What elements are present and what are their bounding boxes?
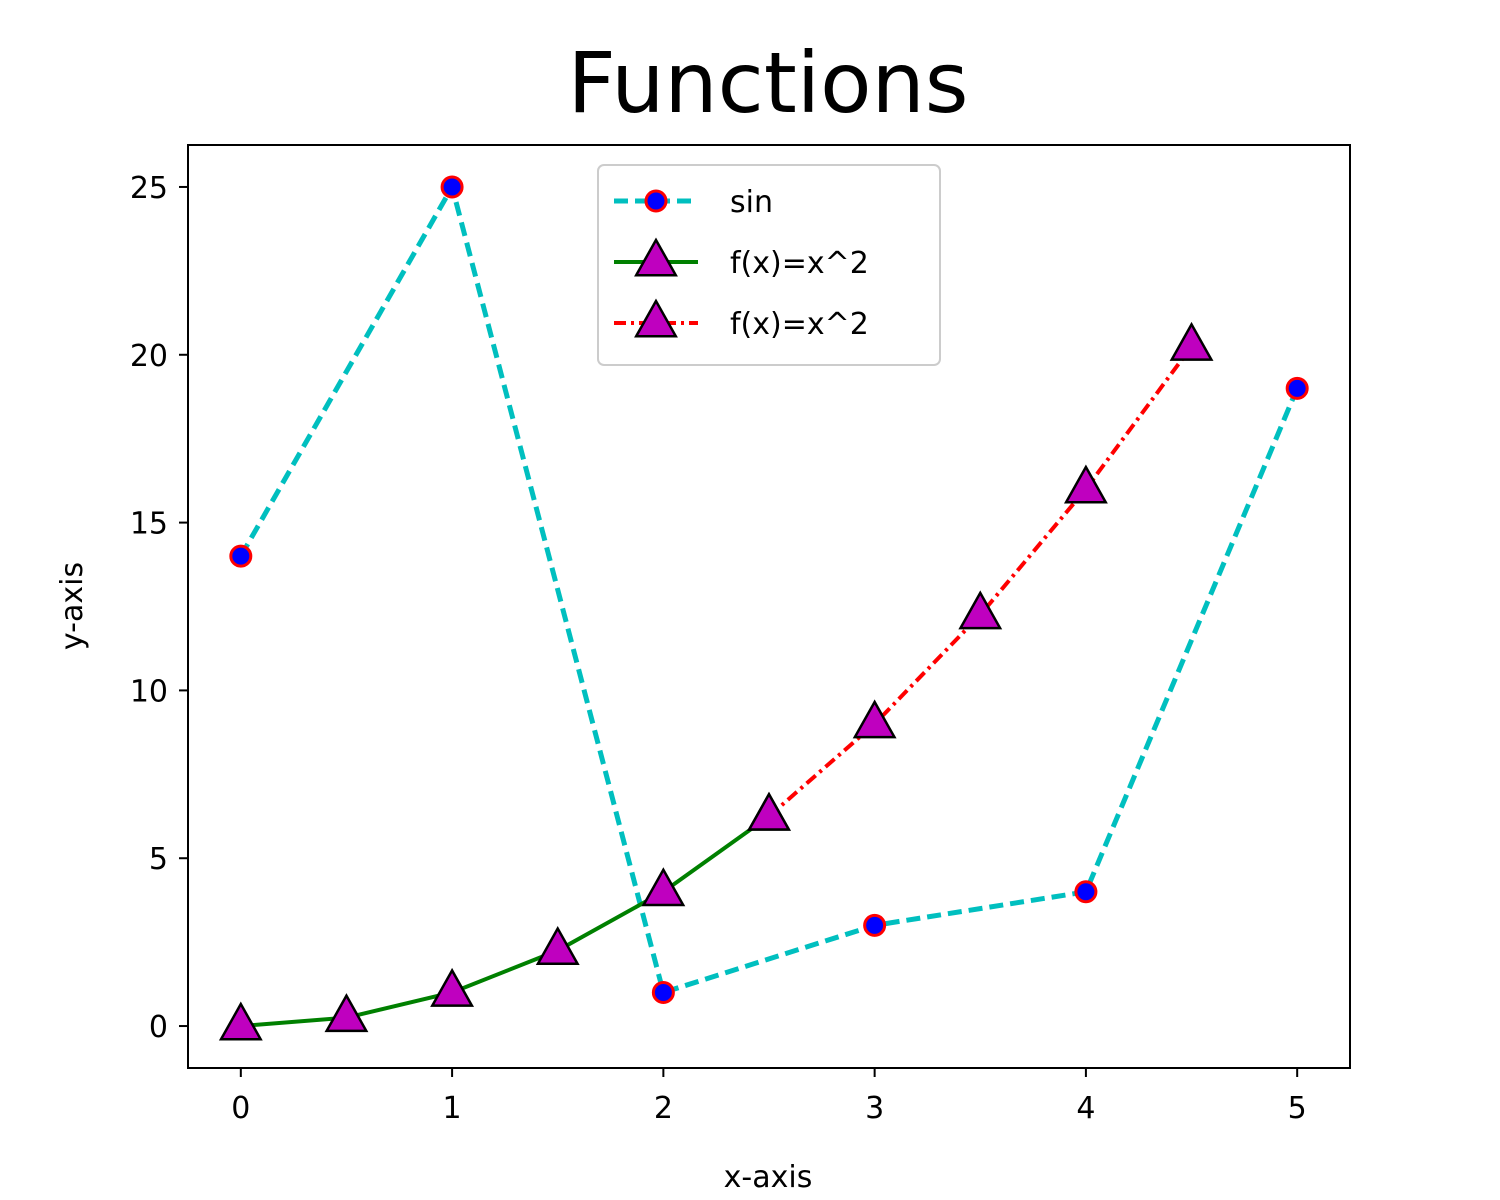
data-point-2 — [1169, 321, 1214, 361]
data-point-2 — [747, 791, 791, 831]
data-point-2 — [1063, 464, 1108, 504]
data-point-0 — [863, 913, 887, 937]
data-point-0 — [440, 175, 464, 199]
data-point-0 — [651, 980, 675, 1004]
data-point-0 — [229, 544, 253, 568]
x-tick-label: 4 — [1076, 1091, 1095, 1126]
data-point-2 — [852, 699, 897, 739]
series-line-1 — [240, 814, 771, 1029]
data-point-1 — [641, 867, 686, 907]
y-tick-label: 15 — [130, 507, 168, 542]
x-tick-label: 1 — [443, 1091, 462, 1126]
legend-box — [597, 164, 941, 366]
y-axis-label: y-axis — [55, 562, 90, 650]
legend-label-0: sin — [730, 185, 773, 220]
data-point-0 — [1285, 376, 1309, 400]
y-tick-label: 20 — [130, 339, 168, 374]
legend-label-2: f(x)=x^2 — [730, 307, 869, 342]
x-tick-label: 2 — [654, 1091, 673, 1126]
legend-label-1: f(x)=x^2 — [730, 246, 869, 281]
x-tick-label: 5 — [1288, 1091, 1307, 1126]
x-tick-label: 3 — [865, 1091, 884, 1126]
series-line-0 — [238, 180, 1300, 996]
legend: sin f(x)=x^2 f(x)=x^2 — [597, 164, 941, 366]
y-tick-label: 25 — [130, 171, 168, 206]
plot-area — [218, 175, 1309, 1041]
axes: 0 1 2 3 4 5 0 5 10 15 20 25 — [130, 171, 1307, 1126]
legend-marker-1 — [634, 237, 678, 277]
legend-marker-2 — [634, 298, 678, 338]
data-point-0 — [1074, 880, 1098, 904]
plot-frame — [187, 144, 1351, 1069]
series-line-2 — [767, 345, 1194, 818]
data-point-2 — [958, 590, 1003, 630]
data-point-1 — [430, 967, 475, 1007]
chart-title: Functions — [567, 34, 968, 132]
y-tick-label: 10 — [130, 674, 168, 709]
legend-marker-0 — [644, 189, 668, 213]
y-tick-label: 0 — [149, 1010, 168, 1045]
data-point-1 — [535, 925, 580, 965]
y-tick-label: 5 — [149, 842, 168, 877]
x-tick-label: 0 — [231, 1091, 250, 1126]
x-axis-label: x-axis — [724, 1160, 813, 1195]
data-point-1 — [324, 993, 369, 1033]
data-point-1 — [218, 1001, 263, 1041]
